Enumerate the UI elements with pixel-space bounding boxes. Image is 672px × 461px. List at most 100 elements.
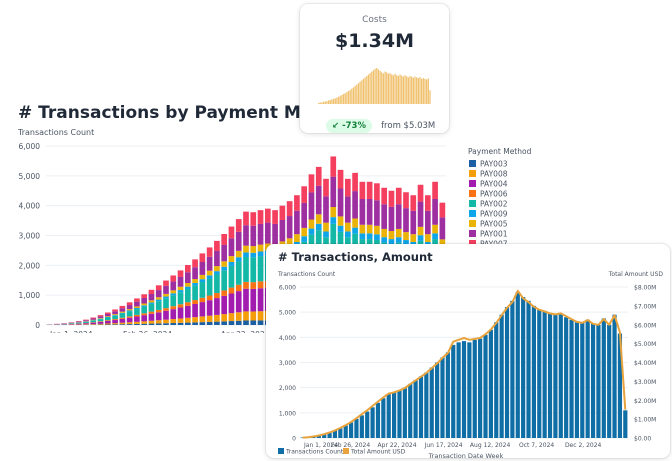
main-bar-segment: [184, 272, 191, 284]
main-bar-segment: [141, 315, 148, 322]
amount-count-bar: [504, 307, 510, 438]
main-bar-segment: [141, 294, 148, 298]
costs-spark-bar: [341, 95, 343, 104]
main-bar-segment: [90, 320, 97, 323]
main-bar-segment: [308, 219, 315, 229]
main-bar-segment: [323, 196, 329, 223]
amount-count-bar: [461, 341, 467, 438]
costs-spark-bar: [357, 83, 360, 104]
main-bar-segment: [163, 298, 169, 309]
amount-count-bar: [510, 300, 515, 438]
main-bar-segment: [126, 309, 133, 311]
amount-y-right-title: Total Amount USD: [608, 271, 664, 278]
main-bar-segment: [163, 293, 169, 297]
main-bar-segment: [235, 257, 242, 262]
costs-spark-bar: [356, 84, 358, 104]
amount-y-tick-label: 2,000: [279, 385, 296, 392]
costs-spark-bar: [427, 78, 429, 104]
legend-label: PAY006: [480, 190, 508, 199]
main-bar-segment: [388, 231, 395, 240]
costs-spark-bar: [352, 87, 355, 104]
costs-spark-bar: [319, 102, 321, 104]
main-bar-segment: [417, 235, 424, 241]
main-bar-segment: [141, 321, 148, 324]
main-bar-segment: [388, 206, 395, 232]
costs-spark-bar: [426, 79, 428, 104]
main-bar-segment: [366, 233, 373, 240]
costs-spark-bar: [318, 102, 320, 104]
legend-swatch: [469, 220, 476, 227]
costs-spark-bar: [342, 93, 345, 104]
main-bar-segment: [301, 186, 308, 203]
main-bar-segment: [243, 211, 249, 226]
main-bar-segment: [243, 288, 249, 312]
main-bar-segment: [221, 314, 228, 322]
main-bar-segment: [221, 295, 228, 315]
main-bar-segment: [228, 287, 235, 294]
main-bar-segment: [330, 217, 337, 224]
costs-spark-bar: [349, 89, 351, 104]
legend-label: PAY008: [480, 170, 508, 179]
amount-count-bar: [322, 433, 327, 438]
main-bar-segment: [330, 207, 337, 218]
main-bar-segment: [344, 178, 351, 197]
main-x-tick-label: Jan 1, 2024: [49, 330, 93, 333]
main-bar-segment: [104, 323, 111, 325]
amount-y-left-title: Transactions Count: [277, 271, 336, 278]
amount-y-tick-label: 4,000: [279, 335, 296, 342]
main-bar-segment: [134, 306, 140, 309]
main-bar-segment: [410, 234, 417, 242]
main-bar-segment: [68, 324, 75, 325]
main-bar-segment: [177, 270, 184, 277]
main-bar-segment: [235, 261, 242, 285]
amount-count-bar: [386, 393, 391, 438]
main-bar-segment: [148, 300, 155, 303]
main-bar-segment: [97, 321, 104, 322]
main-bar-segment: [119, 311, 126, 313]
main-bar-segment: [315, 185, 322, 215]
main-bar-segment: [119, 305, 126, 309]
costs-spark-bar: [339, 95, 341, 104]
amount-y-right-tick-label: $0.00: [634, 436, 651, 443]
amount-count-bar: [569, 319, 574, 438]
main-bar-segment: [221, 266, 228, 271]
main-bar-segment: [170, 293, 177, 296]
amount-count-bar: [408, 383, 413, 438]
main-bar-segment: [104, 316, 111, 317]
costs-spark-bar: [409, 75, 411, 104]
main-bar-segment: [184, 283, 191, 287]
costs-spark-bar: [379, 70, 381, 104]
main-bar-segment: [170, 306, 177, 310]
main-bar-segment: [403, 232, 409, 241]
amount-x-tick-label: Dec 2, 2024: [565, 442, 602, 449]
main-bar-segment: [214, 250, 220, 267]
costs-spark-bar: [374, 68, 376, 104]
main-bar-segment: [337, 225, 344, 232]
main-bar-segment: [126, 310, 133, 312]
main-bar-segment: [308, 228, 315, 235]
amount-chart-svg: Transactions Count Total Amount USD 0 1,000…: [277, 271, 664, 458]
main-bar-segment: [257, 288, 264, 312]
main-bar-segment: [155, 312, 162, 321]
amount-count-bar: [365, 411, 370, 438]
main-bar-segment: [170, 290, 177, 294]
main-y-tick-label: 2,000: [19, 261, 41, 270]
main-bar-segment: [417, 184, 424, 202]
main-bar-segment: [235, 291, 242, 313]
amount-count-bar: [612, 314, 617, 438]
main-bar-segment: [206, 270, 213, 276]
main-y-axis-title: Transactions Count: [17, 128, 94, 137]
main-bar-segment: [192, 317, 198, 323]
amount-count-bar: [402, 387, 407, 438]
main-bar-segment: [221, 261, 228, 267]
amount-count-bar: [521, 297, 526, 438]
main-bar-segment: [228, 261, 235, 266]
main-bar-segment: [97, 318, 104, 319]
main-bar-segment: [294, 195, 300, 211]
amount-y-tick-label: 0: [292, 436, 296, 443]
delta-badge: ↙ -73%: [326, 118, 372, 133]
amount-x-tick-label: Aug 12, 2024: [470, 442, 511, 449]
main-bar-segment: [257, 244, 264, 252]
legend-swatch: [469, 200, 476, 207]
costs-spark-bar: [419, 77, 421, 104]
